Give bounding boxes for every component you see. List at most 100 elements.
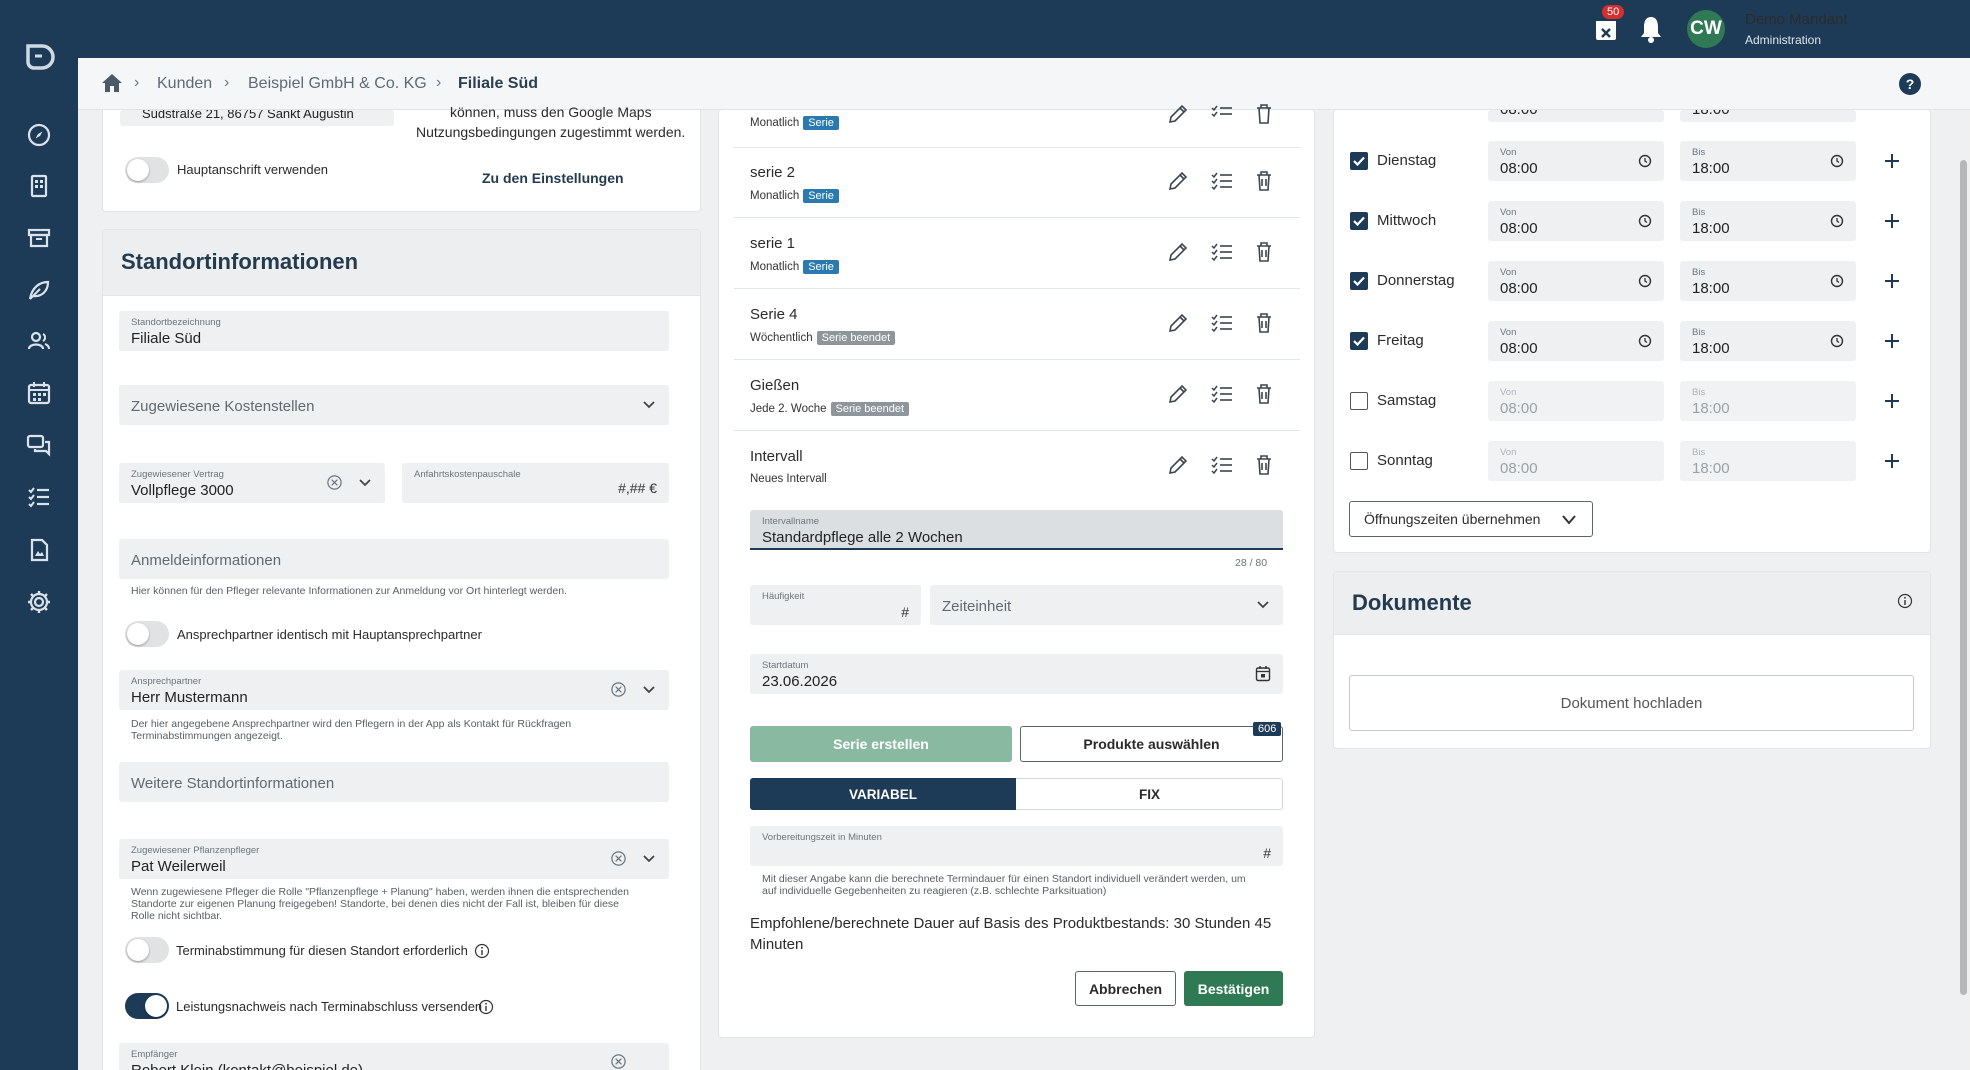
more-info-field[interactable]: Weitere Standortinformationen: [119, 762, 669, 802]
add-time-slot-icon[interactable]: [1883, 272, 1901, 290]
edit-icon[interactable]: [1166, 102, 1190, 126]
trash-icon[interactable]: [1252, 102, 1276, 126]
edit-icon[interactable]: [1166, 311, 1190, 335]
trash-icon[interactable]: [1252, 311, 1276, 335]
trash-icon[interactable]: [1252, 240, 1276, 264]
series-row[interactable]: Monatlich Serie: [734, 104, 1300, 148]
checklist-icon[interactable]: [1210, 453, 1234, 477]
breadcrumb-customer[interactable]: Beispiel GmbH & Co. KG: [248, 75, 427, 92]
leaf-icon[interactable]: [24, 275, 54, 305]
mode-variable-button[interactable]: VARIABEL: [750, 778, 1016, 810]
create-series-button[interactable]: Serie erstellen: [750, 726, 1012, 762]
appointment-required-toggle[interactable]: [125, 937, 169, 963]
time-unit-select[interactable]: Zeiteinheit: [930, 585, 1283, 625]
send-proof-toggle[interactable]: [125, 993, 169, 1019]
trash-icon[interactable]: [1252, 169, 1276, 193]
login-info-field[interactable]: Anmeldeinformationen: [119, 539, 669, 579]
checklist-icon[interactable]: [1210, 240, 1234, 264]
checklist-icon[interactable]: [1210, 102, 1234, 126]
info-icon[interactable]: [478, 999, 494, 1015]
prep-time-field[interactable]: Vorbereitungszeit in Minuten #: [750, 826, 1283, 866]
add-time-slot-icon[interactable]: [1883, 452, 1901, 470]
confirm-button[interactable]: Bestätigen: [1184, 971, 1283, 1006]
trash-icon[interactable]: [1252, 382, 1276, 406]
edit-icon[interactable]: [1166, 169, 1190, 193]
calendar-notification-icon[interactable]: [1592, 14, 1622, 44]
document-icon[interactable]: [24, 535, 54, 565]
day-checkbox[interactable]: [1350, 212, 1368, 230]
add-time-slot-icon[interactable]: [1883, 332, 1901, 350]
checklist-icon[interactable]: [1210, 382, 1234, 406]
upload-document-button[interactable]: Dokument hochladen: [1349, 675, 1914, 731]
address-input[interactable]: Südstraße 21, 86757 Sankt Augustin: [120, 110, 394, 126]
day-checkbox[interactable]: [1350, 392, 1368, 410]
select-products-button[interactable]: Produkte auswählen: [1020, 726, 1283, 762]
contract-select[interactable]: Zugewiesener Vertrag Vollpflege 3000: [119, 463, 385, 503]
mode-fix-button[interactable]: FIX: [1138, 786, 1160, 802]
checklist-icon[interactable]: [1210, 311, 1234, 335]
add-time-slot-icon[interactable]: [1883, 152, 1901, 170]
help-icon[interactable]: ?: [1899, 73, 1921, 95]
checklist-icon[interactable]: [1210, 169, 1234, 193]
add-time-slot-icon[interactable]: [1883, 212, 1901, 230]
calendar-icon[interactable]: [24, 378, 54, 408]
series-row[interactable]: Intervall Neues Intervall: [734, 432, 1300, 502]
scrollbar-thumb[interactable]: [1960, 160, 1967, 995]
avatar[interactable]: CW: [1687, 10, 1725, 48]
main-address-toggle[interactable]: [125, 157, 169, 183]
info-icon[interactable]: [1897, 593, 1913, 609]
info-icon[interactable]: [474, 943, 490, 959]
series-row[interactable]: serie 1 Monatlich Serie: [734, 219, 1300, 289]
start-date-field[interactable]: Startdatum 23.06.2026: [750, 654, 1283, 694]
chat-icon[interactable]: [24, 430, 54, 460]
compass-icon[interactable]: [24, 120, 54, 150]
edit-icon[interactable]: [1166, 240, 1190, 264]
settings-icon[interactable]: [24, 587, 54, 617]
day-checkbox[interactable]: [1350, 272, 1368, 290]
cost-centers-select[interactable]: Zugewiesene Kostenstellen: [119, 385, 669, 425]
trash-icon[interactable]: [1252, 453, 1276, 477]
archive-icon[interactable]: [24, 223, 54, 253]
apply-hours-button[interactable]: Öffnungszeiten übernehmen: [1349, 501, 1593, 537]
home-icon[interactable]: [100, 72, 124, 94]
edit-icon[interactable]: [1166, 382, 1190, 406]
add-time-slot-icon[interactable]: [1883, 392, 1901, 410]
breadcrumb-customers[interactable]: Kunden: [157, 75, 213, 92]
cancel-button[interactable]: Abbrechen: [1075, 971, 1176, 1006]
frequency-field[interactable]: Häufigkeit #: [750, 585, 921, 625]
caretaker-select[interactable]: Zugewiesener Pflanzenpfleger Pat Weilerwe…: [119, 839, 669, 879]
day-checkbox[interactable]: [1350, 332, 1368, 350]
series-row[interactable]: serie 2 Monatlich Serie: [734, 148, 1300, 218]
interval-name-field[interactable]: Intervallname Standardpflege alle 2 Woche…: [750, 510, 1283, 550]
checklist-icon[interactable]: [24, 482, 54, 512]
series-row[interactable]: Serie 4 Wöchentlich Serie beendet: [734, 290, 1300, 360]
location-name-field[interactable]: Standortbezeichnung Filiale Süd: [119, 311, 669, 351]
app-logo-icon[interactable]: [22, 40, 56, 74]
series-row[interactable]: Gießen Jede 2. Woche Serie beendet: [734, 361, 1300, 431]
day-checkbox[interactable]: [1350, 152, 1368, 170]
day-checkbox[interactable]: [1350, 452, 1368, 470]
users-icon[interactable]: [24, 326, 54, 356]
bell-icon[interactable]: [1637, 14, 1665, 44]
contact-select[interactable]: Ansprechpartner Herr Mustermann: [119, 670, 669, 710]
settings-link[interactable]: Zu den Einstellungen: [482, 170, 624, 186]
recipient-select[interactable]: EmpfängerRobert Klein (kontakt@beispiel.…: [119, 1043, 669, 1070]
travel-cost-field[interactable]: Anfahrtskostenpauschale #,## €: [402, 463, 669, 503]
building-icon[interactable]: [24, 171, 54, 201]
user-name[interactable]: Demo Mandant: [1745, 11, 1848, 28]
contact-same-toggle[interactable]: [125, 621, 169, 647]
